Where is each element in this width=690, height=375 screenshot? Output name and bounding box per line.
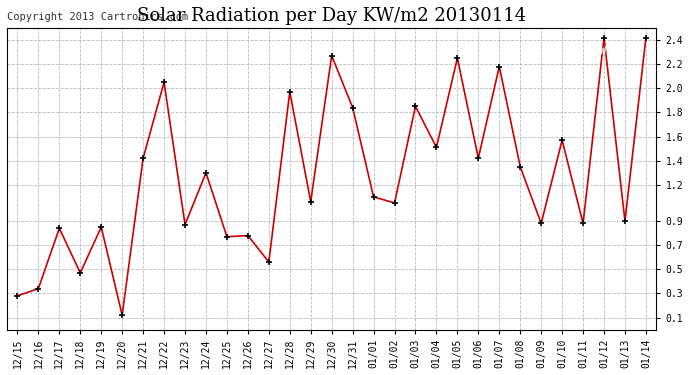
Title: Solar Radiation per Day KW/m2 20130114: Solar Radiation per Day KW/m2 20130114 — [137, 7, 526, 25]
Text: Copyright 2013 Cartronics.com: Copyright 2013 Cartronics.com — [7, 12, 188, 22]
